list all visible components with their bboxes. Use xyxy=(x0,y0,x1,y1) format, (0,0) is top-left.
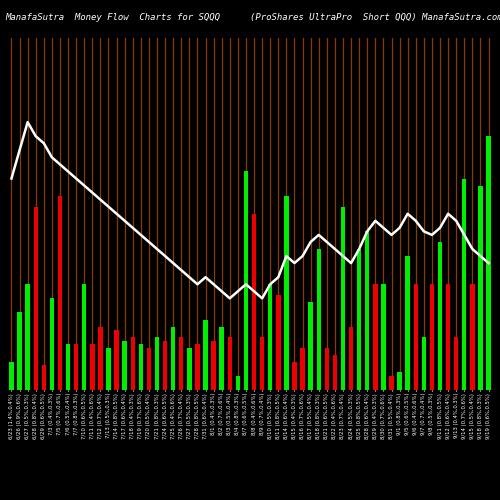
Bar xyxy=(74,344,78,390)
Bar xyxy=(50,298,54,390)
Bar xyxy=(228,337,232,390)
Bar xyxy=(276,295,280,390)
Bar xyxy=(42,366,46,390)
Bar xyxy=(462,178,466,390)
Bar xyxy=(365,232,370,390)
Bar xyxy=(398,372,402,390)
Bar xyxy=(438,242,442,390)
Bar xyxy=(138,344,143,390)
Bar xyxy=(171,326,175,390)
Bar xyxy=(284,196,288,390)
Bar xyxy=(146,348,151,390)
Bar xyxy=(430,284,434,390)
Bar xyxy=(300,348,305,390)
Bar xyxy=(195,344,200,390)
Bar xyxy=(212,340,216,390)
Bar xyxy=(316,249,321,390)
Bar xyxy=(9,362,14,390)
Bar xyxy=(236,376,240,390)
Bar xyxy=(244,172,248,390)
Bar xyxy=(66,344,70,390)
Bar xyxy=(187,348,192,390)
Bar xyxy=(357,249,362,390)
Bar xyxy=(406,256,410,390)
Bar xyxy=(478,186,482,390)
Bar xyxy=(114,330,119,390)
Bar xyxy=(34,206,38,390)
Bar xyxy=(26,284,30,390)
Bar xyxy=(179,337,184,390)
Bar xyxy=(381,284,386,390)
Bar xyxy=(486,136,491,390)
Bar xyxy=(122,340,127,390)
Bar xyxy=(90,344,94,390)
Bar xyxy=(82,284,86,390)
Bar xyxy=(373,284,378,390)
Bar xyxy=(18,312,22,390)
Text: ManafaSutra  Money Flow  Charts for SQQQ: ManafaSutra Money Flow Charts for SQQQ xyxy=(5,12,220,22)
Bar xyxy=(163,340,168,390)
Bar xyxy=(470,284,474,390)
Bar xyxy=(414,284,418,390)
Bar xyxy=(252,214,256,390)
Bar xyxy=(268,284,272,390)
Bar xyxy=(308,302,313,390)
Bar xyxy=(98,326,102,390)
Bar xyxy=(422,337,426,390)
Bar xyxy=(324,348,329,390)
Bar xyxy=(130,337,135,390)
Bar xyxy=(106,348,110,390)
Bar xyxy=(349,326,354,390)
Bar xyxy=(446,284,450,390)
Bar xyxy=(204,320,208,390)
Bar xyxy=(155,337,159,390)
Bar xyxy=(454,337,458,390)
Bar xyxy=(260,337,264,390)
Bar xyxy=(292,362,296,390)
Bar xyxy=(390,376,394,390)
Bar xyxy=(58,196,62,390)
Bar xyxy=(220,326,224,390)
Bar xyxy=(341,206,345,390)
Bar xyxy=(332,355,337,390)
Text: (ProShares UltraPro  Short QQQ) ManafaSutra.com: (ProShares UltraPro Short QQQ) ManafaSut… xyxy=(250,12,500,22)
